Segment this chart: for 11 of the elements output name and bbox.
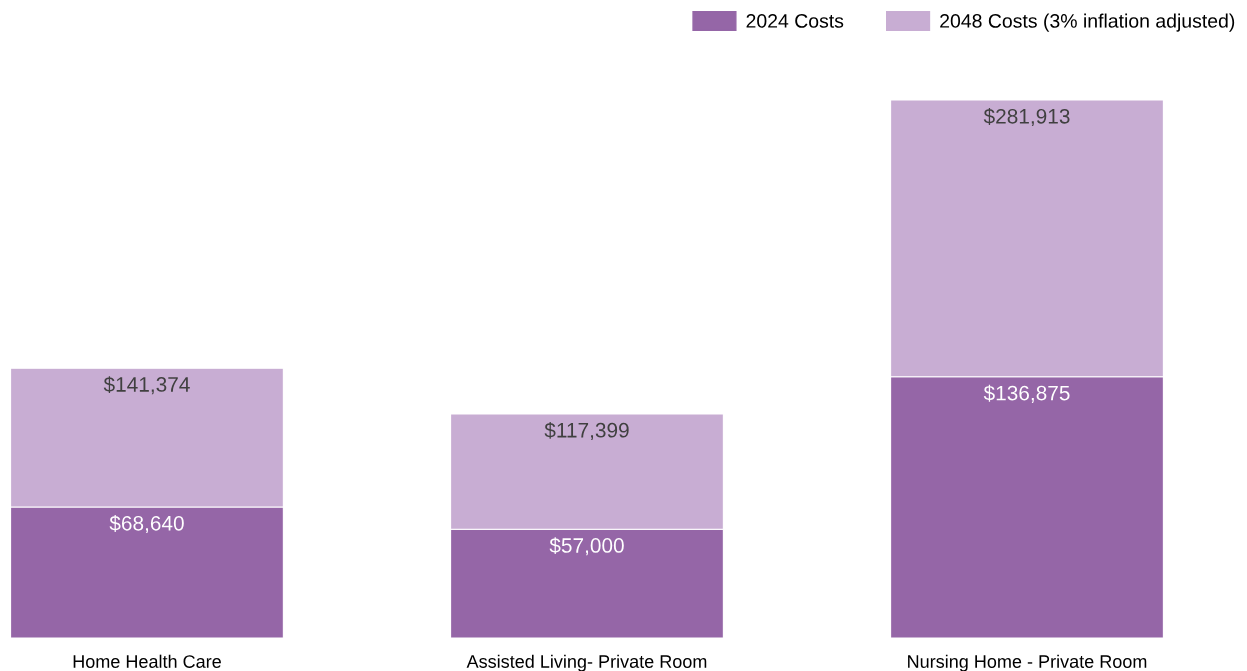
legend-label: 2048 Costs (3% inflation adjusted) — [940, 13, 1235, 32]
legend-label: 2024 Costs — [746, 14, 844, 28]
total-label: $117,399 — [544, 421, 629, 441]
x-tick-label: Home Health Care — [73, 654, 221, 668]
data-label: $136,875 — [983, 384, 1070, 403]
x-tick-label: Nursing Home - Private Room — [908, 654, 1147, 671]
x-tick-label: Assisted Living- Private Room — [466, 654, 707, 671]
data-label: $68,640 — [109, 515, 184, 534]
total-label: $281,913 — [983, 108, 1070, 127]
data-label: $57,000 — [549, 537, 624, 556]
total-label: $141,374 — [103, 376, 190, 395]
